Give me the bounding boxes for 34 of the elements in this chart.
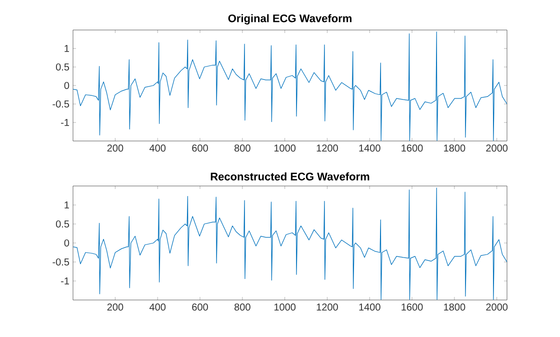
y-tick-label: 0.5 xyxy=(56,220,70,228)
x-tick-label: 600 xyxy=(192,144,208,152)
x-tick-label: 800 xyxy=(234,144,250,152)
line-series xyxy=(73,188,507,300)
y-tick-label: 1 xyxy=(64,202,69,208)
x-tick-label: 2000 xyxy=(486,144,508,152)
x-tick-label: 400 xyxy=(149,144,166,152)
chart-title: Reconstructed ECG Waveform xyxy=(210,172,370,180)
y-tick-label: 0 xyxy=(64,82,70,90)
y-tick-label: -0.5 xyxy=(52,100,70,108)
x-tick-label: 600 xyxy=(192,304,208,311)
chart-title: Original ECG Waveform xyxy=(228,14,352,24)
y-tick-label: -0.5 xyxy=(52,258,70,266)
x-tick-label: 1000 xyxy=(274,304,296,311)
x-tick-label: 1000 xyxy=(274,144,296,152)
x-tick-label: 200 xyxy=(107,144,124,152)
y-tick-label: 1 xyxy=(64,45,69,52)
x-tick-label: 1800 xyxy=(444,304,466,311)
x-tick-label: 1800 xyxy=(444,144,466,152)
x-tick-label: 800 xyxy=(234,304,250,311)
x-tick-label: 400 xyxy=(149,304,166,311)
y-tick-label: 0 xyxy=(64,239,70,247)
x-tick-label: 1400 xyxy=(359,144,380,152)
line-series xyxy=(73,32,507,141)
y-tick-label: -1 xyxy=(61,119,69,126)
x-tick-label: 1200 xyxy=(316,304,338,311)
x-tick-label: 1600 xyxy=(402,304,423,311)
x-tick-label: 1400 xyxy=(359,304,380,311)
x-tick-label: 200 xyxy=(107,304,124,311)
y-tick-label: -1 xyxy=(61,278,69,284)
x-tick-label: 2000 xyxy=(486,304,508,311)
x-tick-label: 1200 xyxy=(316,144,338,152)
y-tick-label: 0.5 xyxy=(56,63,70,71)
x-tick-label: 1600 xyxy=(402,144,423,152)
